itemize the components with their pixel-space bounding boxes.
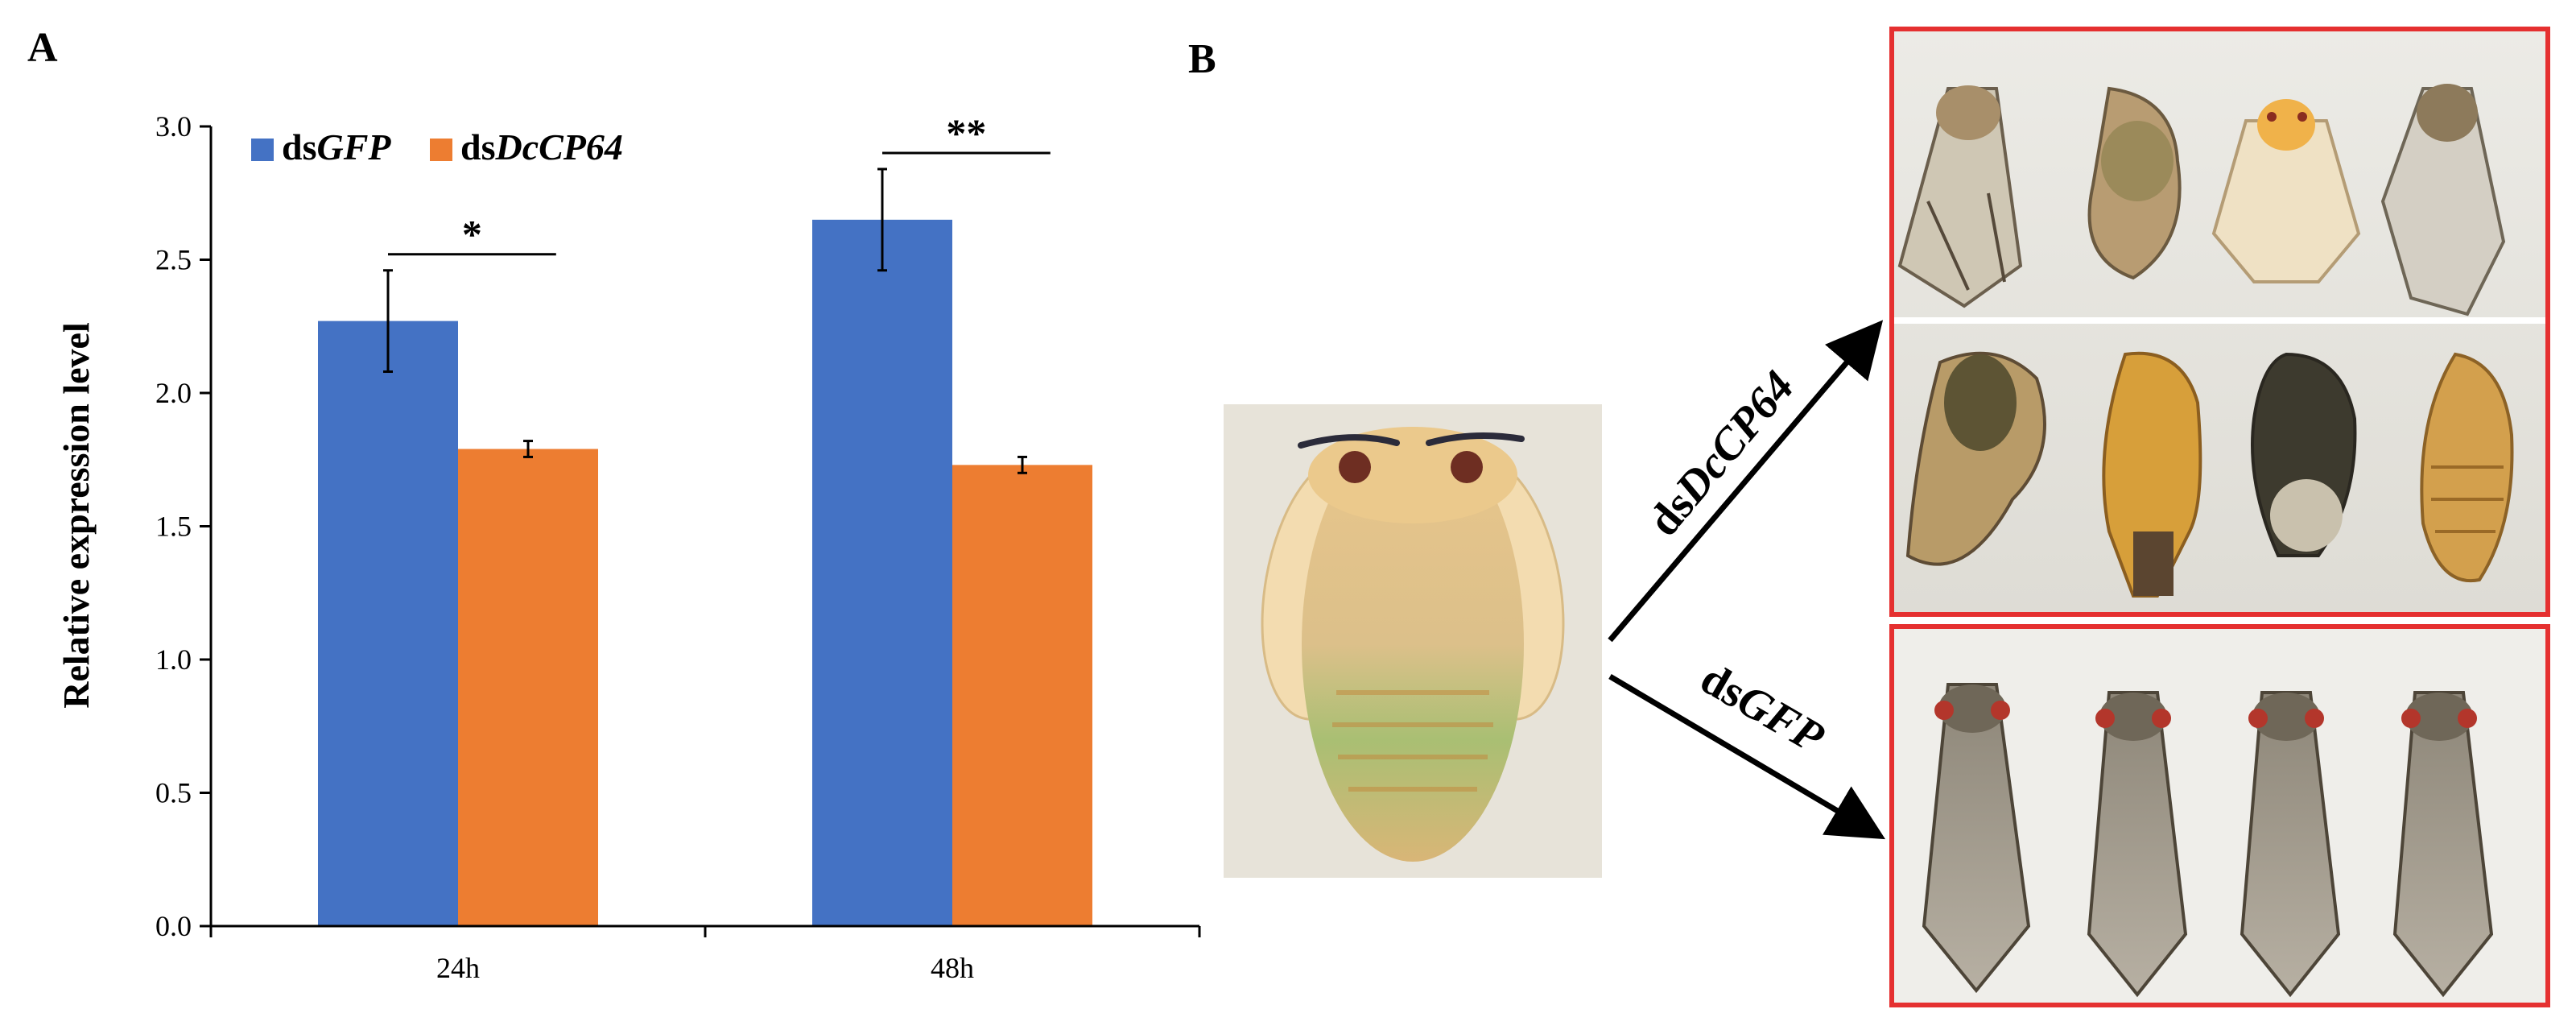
dccp64-photo-frame: [1889, 27, 2550, 617]
normal-adult-insect: [2240, 691, 2341, 998]
legend-dccp64-prefix: ds: [460, 126, 495, 168]
bar-dccp64-24h: [458, 449, 598, 926]
deformed-insect: [2102, 351, 2202, 598]
deformed-insect: [2251, 352, 2357, 557]
panel-b: dsDcCP64 dsGFP: [1224, 27, 2550, 1007]
nymph-left-eye: [1339, 451, 1371, 483]
legend-item-dccp64: dsDcCP64: [430, 126, 623, 168]
arrow-label-dccp64: dsDcCP64: [1638, 362, 1803, 545]
legend-dccp64-gene: DcCP64: [494, 126, 622, 168]
significance-marks: ***: [388, 110, 1051, 257]
bar-dccp64-48h: [952, 465, 1092, 926]
dccp64-phenotype-photo: [1889, 27, 2550, 617]
deformed-insect: [1905, 351, 2046, 566]
y-tick-label: 0.5: [155, 777, 192, 809]
arrow-to-dccp64: [1608, 320, 1884, 643]
arrow-label-gfp: dsGFP: [1692, 653, 1833, 763]
legend-label-gfp: dsGFP: [282, 126, 391, 168]
legend-gfp-prefix: ds: [282, 126, 316, 168]
legend-swatch-dccp64: [430, 139, 452, 161]
error-bars: [383, 168, 1027, 474]
bar-chart: Relative expression level 0.0 0.5 1.0 1.5 2.…: [56, 110, 1201, 984]
y-tick-label: 1.0: [155, 643, 192, 676]
y-tick-label: 2.0: [155, 377, 192, 409]
deformed-insect: [2087, 86, 2182, 280]
y-tick-label: 2.5: [155, 244, 192, 276]
gfp-phenotype-photo: [1889, 624, 2550, 1007]
significance-label: *: [462, 212, 482, 257]
deformed-insect: [1897, 85, 2023, 308]
bar-series: [318, 219, 1092, 927]
deformed-insect: [2380, 84, 2506, 316]
y-tick-label: 3.0: [155, 110, 192, 143]
nymph-head: [1308, 427, 1517, 523]
panel-b-letter: B: [1188, 36, 1216, 82]
deformed-insect: [2420, 352, 2514, 583]
legend-label-dccp64: dsDcCP64: [460, 126, 623, 168]
y-tick-label: 1.5: [155, 511, 192, 543]
normal-adult-insect: [2087, 691, 2188, 998]
gfp-photo-frame: [1889, 624, 2550, 1007]
panel-a-letter: A: [27, 25, 58, 71]
x-tick-label: 48h: [931, 952, 974, 984]
y-axis-ticks: 0.0 0.5 1.0 1.5 2.0 2.5 3.0: [155, 110, 211, 942]
normal-adult-insect: [1922, 683, 2031, 994]
normal-adult-insect: [2392, 691, 2494, 998]
legend-swatch-gfp: [251, 139, 274, 161]
nymph-right-eye: [1451, 451, 1483, 483]
deformed-insect: [2211, 99, 2361, 283]
legend-gfp-gene: GFP: [316, 126, 391, 168]
arrow-to-gfp: [1608, 673, 1886, 840]
nymph-photo: [1224, 404, 1602, 878]
significance-label: **: [946, 110, 986, 155]
x-tick-label: 24h: [436, 952, 480, 984]
y-tick-label: 0.0: [155, 910, 192, 942]
y-axis-title: Relative expression level: [56, 322, 97, 709]
bar-gfp-24h: [318, 321, 458, 926]
bar-gfp-48h: [812, 219, 952, 927]
nymph-abdomen-stripes: [1332, 690, 1493, 792]
legend-item-gfp: dsGFP: [251, 126, 391, 168]
legend: dsGFP dsDcCP64: [251, 126, 623, 168]
x-axis-ticks: 24h 48h: [209, 926, 1201, 984]
nymph-antennae: [1298, 432, 1525, 449]
nymph-body: [1302, 427, 1524, 862]
